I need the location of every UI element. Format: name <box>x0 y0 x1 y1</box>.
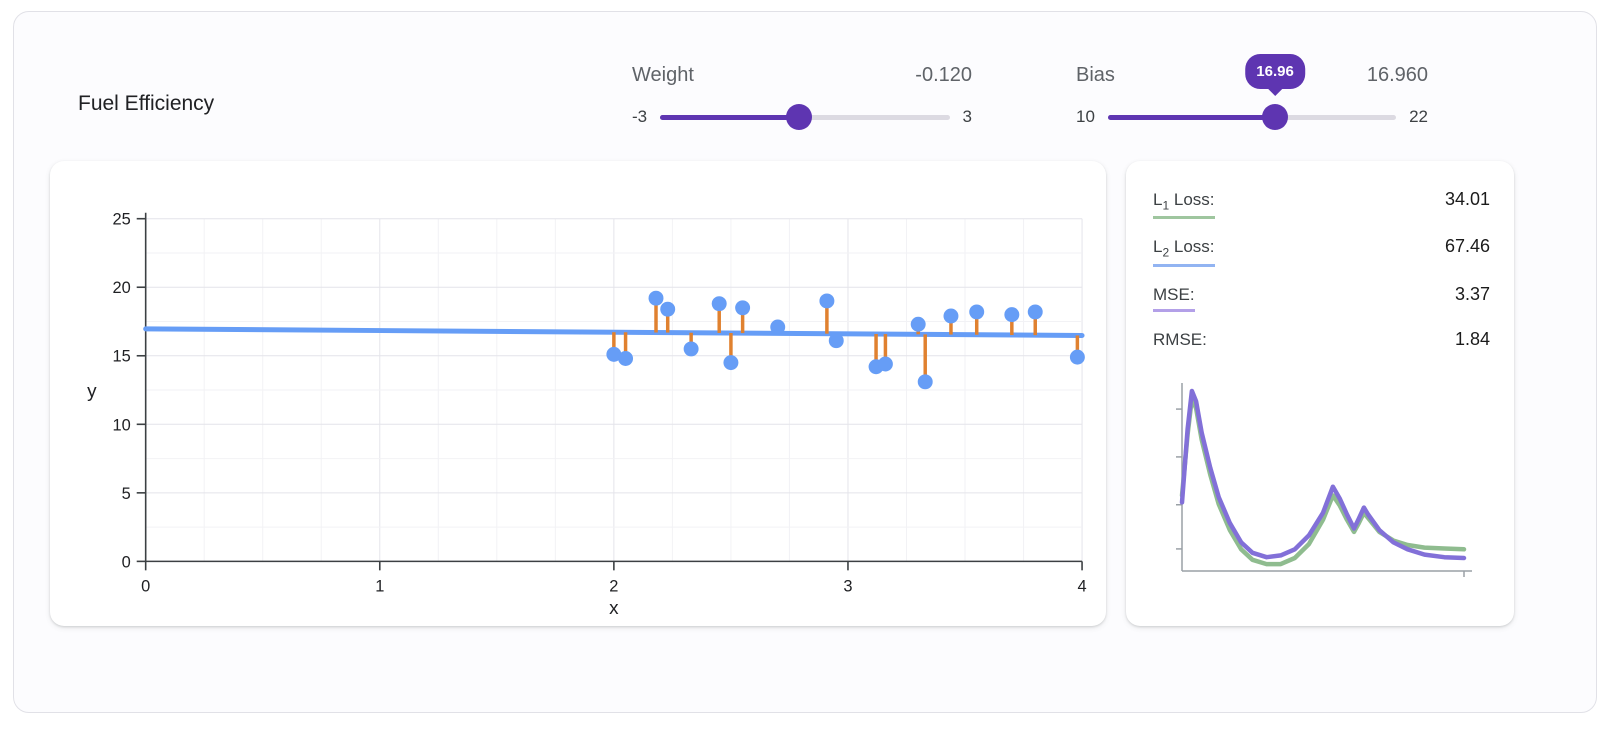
loss-value-l2: 67.46 <box>1444 236 1490 257</box>
data-point <box>1027 304 1043 320</box>
bias-max-label: 22 <box>1409 107 1428 126</box>
data-point <box>723 355 739 371</box>
L1-loss-curve <box>1179 395 1466 567</box>
tick-label: x <box>609 598 619 619</box>
loss-label-l1: L1 Loss: <box>1153 190 1215 220</box>
tick-label: y <box>87 381 97 402</box>
weight-slider[interactable] <box>660 103 950 131</box>
weight-slider-thumb[interactable] <box>786 104 813 130</box>
data-point <box>618 351 634 366</box>
loss-label-rmse: RMSE: <box>1153 329 1207 349</box>
tick-label: 20 <box>112 279 130 297</box>
data-point <box>660 301 676 317</box>
bias-value-tooltip: 16.96 <box>1245 54 1305 89</box>
weight-min-label: -3 <box>632 107 648 126</box>
content: 0 5 10 15 20 25 0 1 2 3 4 y x L1 Loss: 34.01 L2 Loss: 6… <box>14 131 1596 626</box>
data-point <box>606 346 622 362</box>
bias-control: Bias 16.960 10 16.96 22 <box>1076 48 1428 131</box>
data-point <box>711 296 727 312</box>
tick-label: 0 <box>141 577 150 595</box>
regression-chart-card: 0 5 10 15 20 25 0 1 2 3 4 y x <box>50 161 1106 626</box>
weight-slider-fill <box>660 115 800 120</box>
data-point <box>648 290 664 306</box>
bias-control-header: Bias 16.960 <box>1076 64 1428 87</box>
loss-label-mse: MSE: <box>1153 285 1195 312</box>
loss-curve-chart <box>1175 382 1472 577</box>
data-point <box>877 356 893 372</box>
tick-label: 1 <box>375 577 384 595</box>
tick-label: 5 <box>122 485 131 503</box>
data-point <box>735 300 751 316</box>
tick-label: 0 <box>122 553 131 571</box>
loss-label-l2: L2 Loss: <box>1153 237 1215 267</box>
header: Fuel Efficiency Weight -0.120 -3 3 Bias … <box>14 12 1596 131</box>
data-point <box>770 319 786 335</box>
tick-label: 10 <box>112 416 130 434</box>
bias-min-label: 10 <box>1076 107 1095 126</box>
data-point <box>683 341 699 357</box>
loss-row-l1: L1 Loss: 34.01 <box>1153 189 1490 220</box>
data-point <box>969 304 985 320</box>
weight-control: Weight -0.120 -3 3 <box>632 48 972 131</box>
loss-chart-wrap <box>1153 377 1490 589</box>
data-point <box>1069 349 1085 365</box>
page-title: Fuel Efficiency <box>78 92 215 115</box>
weight-value: -0.120 <box>915 64 972 86</box>
data-point <box>828 333 844 349</box>
weight-label: Weight <box>632 64 694 86</box>
tick-label: 2 <box>609 577 618 595</box>
loss-row-mse: MSE: 3.37 <box>1153 284 1490 312</box>
loss-value-mse: 3.37 <box>1454 283 1490 304</box>
regression-chart: 0 5 10 15 20 25 0 1 2 3 4 y x <box>87 211 1086 619</box>
tick-label: 3 <box>843 577 852 595</box>
grid <box>145 218 1083 562</box>
bias-label: Bias <box>1076 64 1115 86</box>
MSE-loss-curve <box>1179 388 1466 561</box>
data-points <box>606 290 1085 390</box>
tick-label: 15 <box>112 348 130 366</box>
loss-row-rmse: RMSE: 1.84 <box>1153 329 1490 357</box>
loss-panel: L1 Loss: 34.01 L2 Loss: 67.46 MSE: 3.37 RMSE: 1… <box>1126 161 1514 626</box>
data-point <box>1004 307 1020 323</box>
bias-slider[interactable]: 16.96 <box>1107 54 1397 131</box>
weight-slider-row: -3 3 <box>632 103 972 131</box>
loss-metrics: L1 Loss: 34.01 L2 Loss: 67.46 MSE: 3.37 RMSE: 1… <box>1153 189 1490 357</box>
data-point <box>943 308 959 324</box>
data-point <box>910 316 926 332</box>
data-point <box>819 293 835 309</box>
data-point <box>917 374 933 390</box>
tick-label: 25 <box>112 211 130 229</box>
bias-slider-row: 10 16.96 22 <box>1076 54 1428 131</box>
loss-value-rmse: 1.84 <box>1454 328 1490 349</box>
tick-label: 4 <box>1077 577 1086 595</box>
weight-control-header: Weight -0.120 <box>632 64 972 87</box>
bias-slider-fill <box>1107 115 1276 120</box>
app-frame: Fuel Efficiency Weight -0.120 -3 3 Bias … <box>13 11 1597 713</box>
bias-value: 16.960 <box>1366 64 1428 86</box>
bias-slider-thumb[interactable] <box>1262 104 1289 130</box>
weight-max-label: 3 <box>962 107 972 126</box>
bias-tooltip-value: 16.96 <box>1256 63 1294 80</box>
axes <box>136 212 1083 571</box>
loss-row-l2: L2 Loss: 67.46 <box>1153 236 1490 267</box>
loss-value-l1: 34.01 <box>1444 189 1490 209</box>
